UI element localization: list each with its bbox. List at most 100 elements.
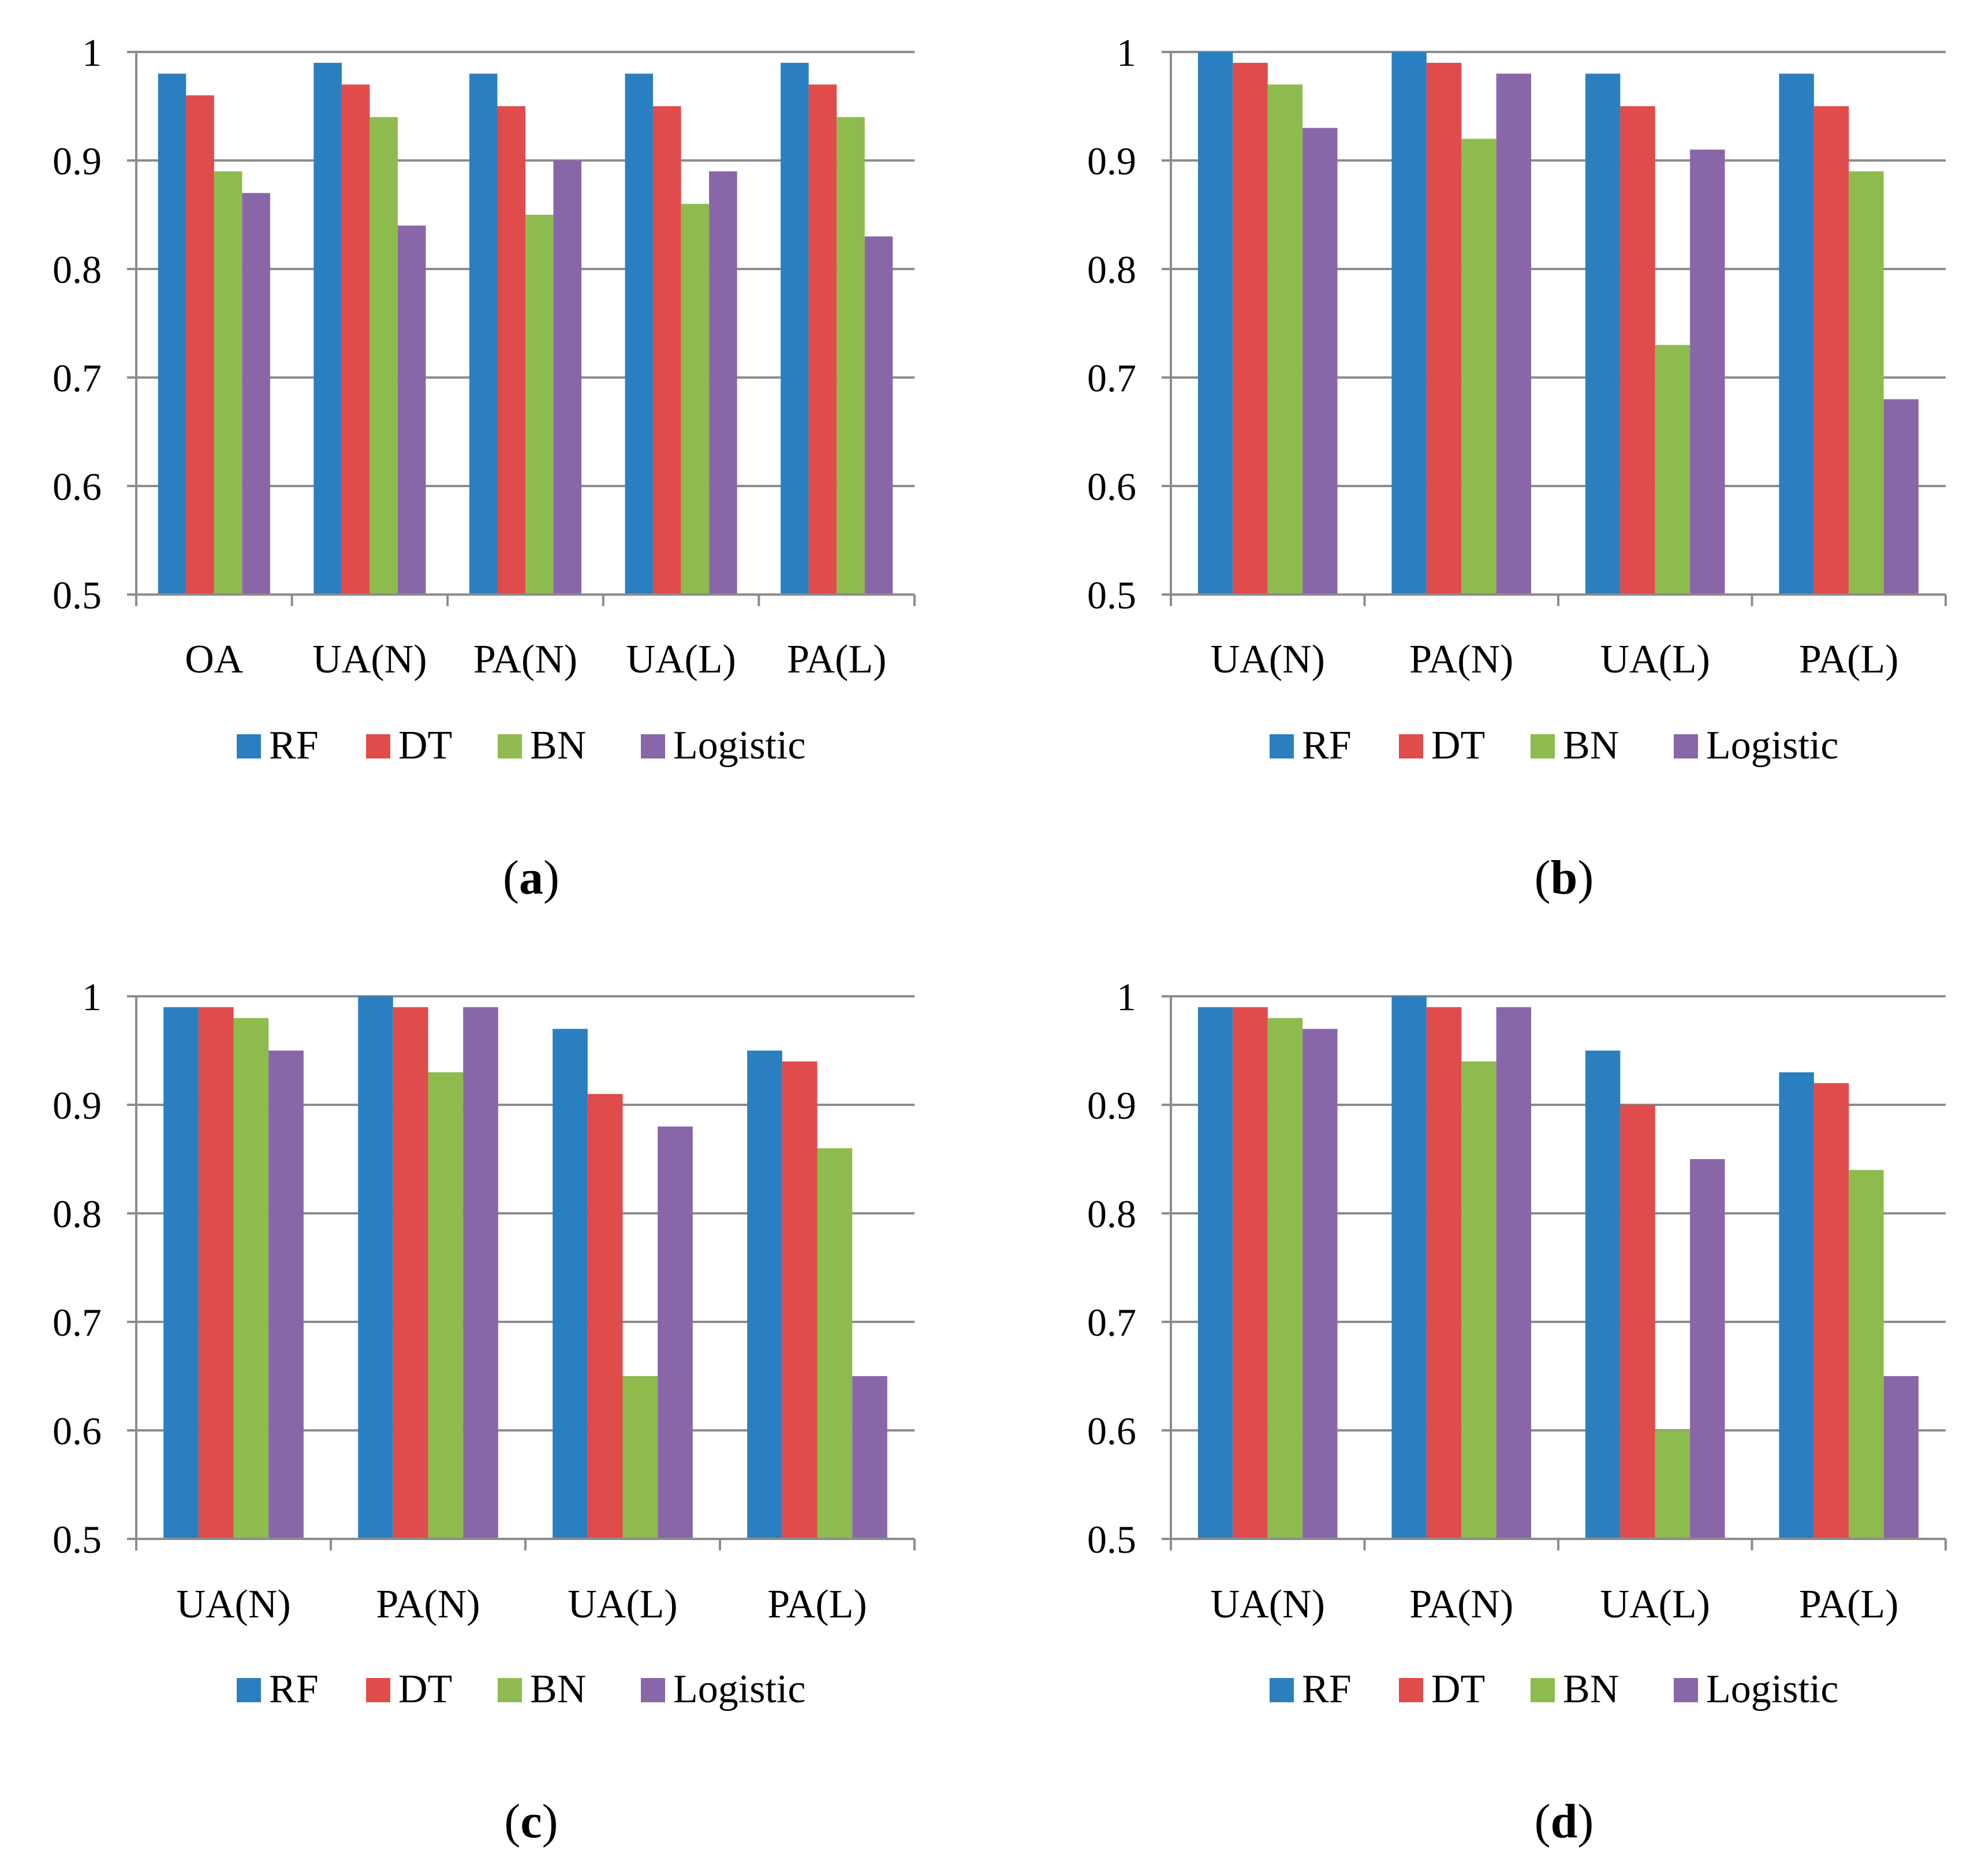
chart-panel-d: 0.5 0.6 0.7 0.8 0.9 1 UA(N) PA(N) UA(L) PA(L) RF DT…	[1087, 975, 1947, 1848]
bar-dt-3	[1620, 106, 1655, 595]
bar-rf-2	[314, 62, 342, 595]
bar-bn-3	[1655, 345, 1690, 595]
y-tick-label: 0.5	[1087, 1518, 1136, 1561]
legend-swatch-logistic	[1674, 1678, 1698, 1702]
y-tick-label: 1	[1117, 975, 1136, 1019]
x-category-label: UA(L)	[1600, 1582, 1710, 1627]
y-tick-label: 0.7	[53, 356, 102, 400]
legend-swatch-dt	[366, 1678, 390, 1702]
legend-swatch-bn	[498, 734, 522, 758]
bar-logistic-1	[1303, 128, 1338, 595]
bar-bn-4	[1849, 171, 1884, 595]
y-tick-label: 0.7	[1087, 356, 1136, 400]
bar-rf-1	[1197, 52, 1233, 595]
legend-swatch-bn	[1531, 734, 1555, 758]
panel-caption: (c)	[504, 1795, 558, 1848]
caption-letter: b	[1551, 851, 1578, 905]
legend: RF DT BN Logistic	[237, 1667, 805, 1711]
legend-swatch-logistic	[641, 1678, 665, 1702]
x-category-label: UA(L)	[568, 1582, 677, 1627]
bar-dt-2	[1426, 62, 1462, 595]
bar-bn-2	[428, 1072, 464, 1539]
legend-label-dt: DT	[398, 723, 452, 768]
y-tick-label: 0.7	[53, 1301, 102, 1344]
x-category-label: PA(L)	[1799, 637, 1898, 682]
bar-logistic-2	[397, 225, 426, 595]
x-category-label: UA(N)	[312, 637, 427, 682]
legend-label-dt: DT	[1431, 723, 1485, 768]
bar-logistic-3	[658, 1126, 693, 1539]
y-tick-label: 0.6	[53, 1409, 102, 1453]
legend-swatch-bn	[1531, 1678, 1555, 1702]
bar-dt-2	[393, 1007, 428, 1539]
y-tick-label: 0.6	[53, 465, 102, 509]
panel-caption: (d)	[1535, 1795, 1594, 1848]
y-tick-label: 0.9	[53, 1083, 102, 1127]
legend-label-bn: BN	[530, 1667, 586, 1711]
bar-bn-4	[681, 204, 710, 595]
y-tick-label: 0.8	[1087, 1192, 1136, 1236]
legend-label-logistic: Logistic	[673, 1667, 805, 1711]
bar-rf-2	[1391, 52, 1427, 595]
caption-paren-close: )	[543, 851, 559, 905]
bar-bn-2	[1461, 1061, 1496, 1539]
bar-bn-4	[1849, 1169, 1884, 1539]
bar-bn-1	[1267, 84, 1303, 595]
legend-label-logistic: Logistic	[673, 723, 805, 768]
legend-label-rf: RF	[269, 723, 319, 768]
legend-swatch-logistic	[641, 734, 665, 758]
x-category-label: PA(L)	[787, 637, 886, 682]
chart-panel-b: 0.5 0.6 0.7 0.8 0.9 1 UA(N) PA(N) UA(L) PA(L) RF DT…	[1087, 31, 1947, 905]
bar-dt-2	[341, 84, 370, 595]
bar-bn-3	[1655, 1430, 1690, 1539]
bar-rf-3	[553, 1029, 588, 1539]
caption-paren-open: (	[503, 851, 519, 905]
y-tick-label: 0.6	[1087, 465, 1136, 509]
y-tick-label: 0.8	[1087, 248, 1136, 292]
legend-label-rf: RF	[1302, 1667, 1352, 1711]
legend-label-bn: BN	[530, 723, 586, 768]
bar-dt-4	[653, 106, 681, 595]
caption-letter: d	[1551, 1795, 1578, 1848]
bar-dt-3	[587, 1094, 623, 1539]
x-category-label: OA	[185, 637, 244, 682]
bar-rf-4	[625, 73, 654, 595]
y-tick-label: 0.8	[53, 248, 102, 292]
y-tick-label: 1	[1117, 31, 1136, 74]
bar-bn-2	[370, 117, 398, 595]
bar-bn-1	[1267, 1018, 1303, 1539]
bar-logistic-4	[852, 1376, 887, 1539]
chart-panel-a: 0.5 0.6 0.7 0.8 0.9 1 OA UA(N) PA(N) UA(L) PA(L) RF…	[53, 31, 916, 905]
bar-rf-4	[1779, 1072, 1814, 1539]
chart-panel-c: 0.5 0.6 0.7 0.8 0.9 1 UA(N) PA(N) UA(L) PA(L) RF DT…	[53, 975, 916, 1848]
bar-rf-1	[158, 73, 186, 595]
bar-dt-4	[1813, 106, 1849, 595]
x-category-label: PA(N)	[1409, 637, 1513, 682]
bar-logistic-2	[1496, 73, 1532, 595]
legend: RF DT BN Logistic	[237, 723, 805, 768]
bar-logistic-4	[1883, 1376, 1919, 1539]
bar-logistic-3	[1690, 150, 1725, 595]
bar-rf-4	[1779, 73, 1814, 595]
bar-rf-5	[781, 62, 809, 595]
bar-bn-1	[214, 171, 242, 595]
y-tick-label: 1	[82, 31, 102, 74]
legend-swatch-rf	[237, 1678, 261, 1702]
caption-paren-open: (	[504, 1795, 520, 1848]
bar-dt-4	[782, 1061, 818, 1539]
x-category-label: UA(N)	[176, 1582, 290, 1627]
y-tick-label: 0.6	[1087, 1409, 1136, 1453]
bar-dt-1	[198, 1007, 234, 1539]
caption-paren-open: (	[1535, 1795, 1551, 1848]
bar-logistic-5	[864, 236, 893, 595]
bar-bn-1	[233, 1018, 269, 1539]
caption-paren-close: )	[1577, 851, 1593, 905]
legend-swatch-dt	[1399, 734, 1423, 758]
legend-swatch-dt	[1399, 1678, 1423, 1702]
y-tick-label: 0.5	[53, 573, 102, 617]
y-tick-label: 0.9	[1087, 1083, 1136, 1127]
bar-dt-3	[497, 106, 525, 595]
x-category-label: PA(N)	[473, 637, 577, 682]
bar-dt-1	[1233, 1007, 1268, 1539]
legend-swatch-dt	[366, 734, 390, 758]
